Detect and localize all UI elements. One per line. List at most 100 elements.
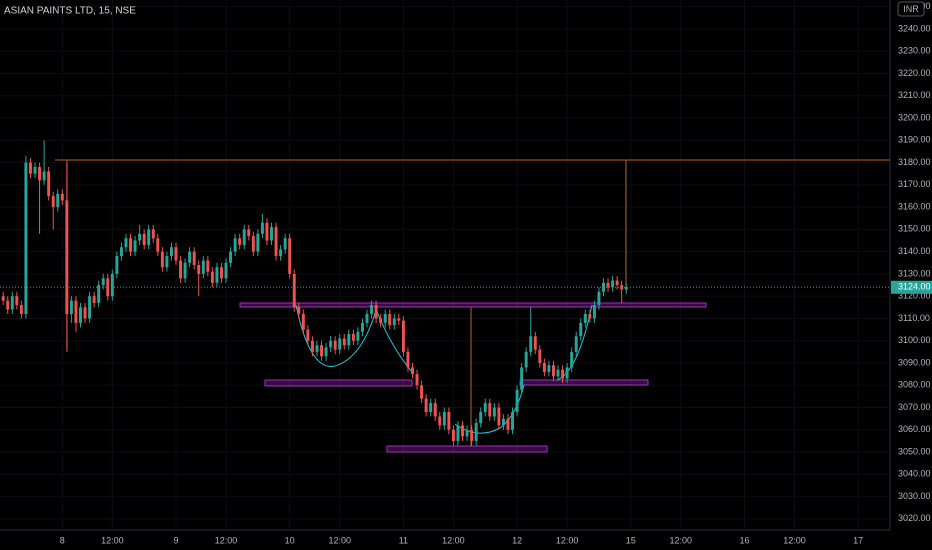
candle-body [456, 425, 460, 441]
candle-body [451, 429, 455, 441]
candle-body [360, 322, 364, 332]
candle-body [79, 307, 82, 323]
candle-body [529, 336, 533, 352]
candle-body [351, 334, 355, 341]
candle-body [210, 271, 214, 283]
candle-body [192, 251, 196, 265]
candle-body [433, 403, 437, 417]
candle-body [624, 287, 628, 290]
y-tick-label: 3150.00 [898, 224, 931, 234]
candle-body [415, 374, 419, 386]
candle-body [47, 171, 51, 196]
candle-body [256, 233, 260, 252]
candle-body [397, 318, 401, 321]
candle-body [233, 238, 237, 252]
y-tick-label: 3190.00 [898, 135, 931, 145]
candle-body [33, 167, 37, 174]
y-tick-label: 3120.00 [898, 291, 931, 301]
y-tick-label: 3100.00 [898, 335, 931, 345]
y-tick-label: 3040.00 [898, 469, 931, 479]
candle-body [151, 229, 155, 239]
candle-body [124, 238, 128, 248]
x-tick-label: 12:00 [442, 535, 465, 545]
candle-body [42, 171, 46, 181]
x-tick-label: 12:00 [215, 535, 238, 545]
x-tick-label: 16 [739, 535, 749, 545]
candle-body [583, 313, 587, 323]
candle-body [324, 347, 328, 357]
candle-body [438, 416, 442, 426]
y-tick-label: 3130.00 [898, 268, 931, 278]
candle-body [474, 423, 478, 441]
candle-body [165, 256, 169, 268]
candle-body [542, 362, 546, 372]
candle-body [283, 238, 287, 250]
candles [0, 140, 890, 446]
candle-body [206, 260, 210, 272]
candle-body [524, 351, 528, 368]
candle-body [142, 233, 146, 245]
candle-body [69, 300, 73, 314]
candle-body [588, 313, 592, 319]
y-tick-label: 3230.00 [898, 46, 931, 56]
neckline-zone [239, 302, 707, 308]
candle-body [119, 247, 123, 257]
x-tick-label: 12:00 [556, 535, 579, 545]
candle-body [224, 262, 228, 279]
candle-body [38, 167, 42, 181]
candle-body [229, 251, 233, 263]
y-tick-label: 3070.00 [898, 402, 931, 412]
x-tick-label: 17 [853, 535, 863, 545]
support-zone [519, 379, 649, 386]
candle-body [597, 291, 601, 306]
y-tick-label: 3110.00 [898, 313, 930, 323]
candle-body [611, 280, 615, 288]
candle-body [274, 227, 278, 257]
candle-body [420, 385, 424, 399]
candle-body [201, 260, 205, 274]
y-tick-label: 3090.00 [898, 357, 931, 367]
candle-body [447, 411, 451, 430]
candle-body [242, 229, 246, 245]
candle-body [374, 305, 378, 319]
candle-body [392, 318, 396, 326]
x-tick-label: 9 [173, 535, 178, 545]
candle-body [365, 313, 369, 323]
candle-body [556, 369, 560, 377]
y-tick-label: 3140.00 [898, 246, 931, 256]
candle-body [606, 282, 610, 288]
candle-body [388, 313, 392, 326]
candle-body [338, 338, 342, 350]
candle-body [19, 305, 23, 314]
candle-body [538, 349, 542, 363]
candle-body [219, 267, 223, 279]
candle-body [511, 411, 515, 430]
candle-body [88, 296, 92, 319]
x-tick-label: 12:00 [101, 535, 124, 545]
support-zone [264, 379, 413, 387]
x-tick-label: 12:00 [783, 535, 806, 545]
candle-body [470, 429, 474, 441]
candle-body [56, 193, 60, 208]
candle-body [551, 365, 555, 377]
y-tick-label: 3200.00 [898, 112, 931, 122]
candle-body [320, 345, 324, 357]
x-tick-label: 8 [60, 535, 65, 545]
pattern-curve [295, 304, 377, 367]
candle-body [561, 369, 565, 379]
candle-body [92, 296, 96, 303]
candle-body [288, 238, 292, 274]
axes: 3020.00 3030.00 3040.00 3050.00 3060.00 3070.… [60, 1, 932, 545]
candle-body [6, 300, 10, 310]
candle-body [379, 318, 383, 323]
y-tick-label: 3060.00 [898, 424, 931, 434]
candle-body [342, 338, 346, 346]
candle-body [565, 367, 569, 379]
y-tick-label: 3080.00 [898, 380, 931, 390]
chart-title: ASIAN PAINTS LTD, 15, NSE [4, 6, 136, 17]
x-tick-label: 15 [626, 535, 636, 545]
candle-body [424, 398, 428, 412]
currency-badge [897, 1, 925, 17]
candle-body [183, 262, 187, 279]
